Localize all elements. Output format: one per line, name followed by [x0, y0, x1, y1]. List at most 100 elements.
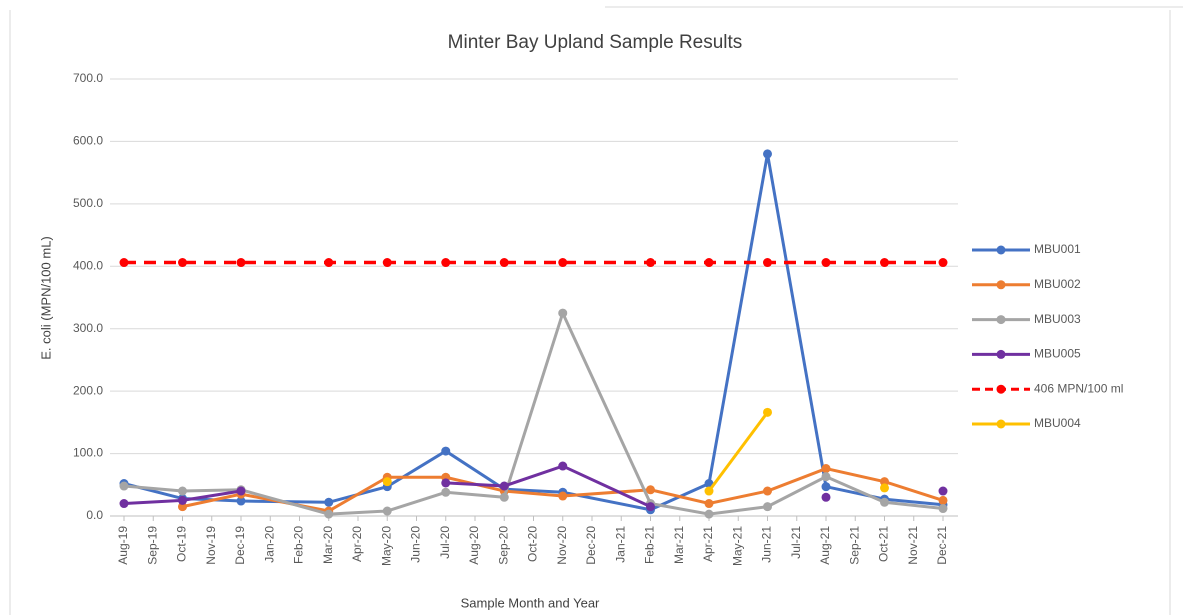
point: [499, 481, 509, 491]
point: [704, 479, 714, 489]
point: [558, 491, 568, 501]
x-tick-label: Jan-21: [613, 526, 627, 563]
point: [704, 486, 714, 496]
point: [178, 502, 187, 512]
point: [382, 258, 392, 268]
point: [763, 407, 772, 417]
point: [236, 486, 246, 496]
x-tick-label: Aug-20: [467, 526, 481, 565]
point: [821, 258, 831, 268]
point: [119, 481, 129, 491]
y-tick-label: 200.0: [73, 383, 103, 397]
x-tick-label: Aug-21: [818, 526, 832, 565]
x-tick-label: Apr-21: [701, 526, 715, 562]
point: [382, 506, 392, 516]
y-tick-label: 100.0: [73, 446, 103, 460]
point: [499, 258, 509, 268]
legend-marker: [996, 245, 1006, 255]
point: [646, 258, 655, 268]
x-tick-label: Jul-20: [438, 526, 452, 559]
point: [880, 483, 889, 493]
point: [763, 486, 772, 496]
point: [119, 499, 129, 509]
point: [558, 461, 568, 471]
series-line: [123, 308, 944, 516]
point: [382, 477, 392, 487]
point: [236, 496, 246, 506]
legend-marker: [996, 419, 1006, 429]
point: [763, 502, 772, 512]
legend-marker: [996, 349, 1006, 359]
x-tick-label: Jun-20: [409, 526, 423, 563]
point: [880, 497, 889, 507]
y-tick-label: 600.0: [73, 134, 103, 148]
x-tick-label: Sep-21: [847, 526, 861, 565]
x-tick-label: Jan-20: [262, 526, 276, 563]
point: [938, 486, 948, 496]
x-axis-title: Sample Month and Year: [461, 595, 600, 610]
point: [236, 258, 246, 268]
x-tick-label: May-20: [379, 526, 393, 566]
point: [324, 497, 334, 507]
x-tick-label: Dec-19: [233, 526, 247, 565]
point: [324, 258, 334, 268]
x-tick-label: Feb-21: [643, 526, 657, 564]
legend-label: MBU005: [1034, 347, 1081, 361]
legend-label: MBU003: [1034, 312, 1081, 326]
legend-label: 406 MPN/100 ml: [1034, 381, 1123, 395]
point: [499, 492, 509, 502]
point: [763, 258, 772, 268]
x-tick-label: Jul-21: [789, 526, 803, 559]
chart-title: Minter Bay Upland Sample Results: [448, 32, 743, 53]
x-tick-label: Oct-19: [175, 526, 189, 562]
point: [880, 477, 889, 487]
point: [704, 499, 714, 509]
point: [441, 478, 451, 488]
legend-marker: [996, 384, 1006, 394]
x-tick-label: Mar-21: [672, 526, 686, 564]
point: [821, 472, 831, 482]
x-tick-label: Oct-21: [877, 526, 891, 562]
x-tick-label: Oct-20: [526, 526, 540, 562]
x-tick-label: Dec-20: [584, 526, 598, 565]
x-tick-label: Apr-20: [350, 526, 364, 562]
point: [821, 482, 831, 492]
point: [441, 446, 451, 456]
x-tick-label: Sep-20: [496, 526, 510, 565]
legend-marker: [996, 280, 1006, 290]
point: [558, 258, 568, 268]
point: [441, 258, 451, 268]
x-tick-label: Mar-20: [321, 526, 335, 564]
x-tick-label: May-21: [730, 526, 744, 566]
legend-label: MBU004: [1034, 416, 1081, 430]
legend-label: MBU001: [1034, 242, 1081, 256]
point: [938, 504, 948, 514]
y-tick-label: 300.0: [73, 321, 103, 335]
series-line: [123, 153, 944, 512]
x-tick-label: Jun-21: [760, 526, 774, 563]
point: [821, 492, 831, 502]
legend-marker: [996, 315, 1006, 325]
point: [763, 149, 772, 159]
x-tick-label: Aug-19: [116, 526, 130, 565]
y-tick-label: 500.0: [73, 196, 103, 210]
y-tick-label: 700.0: [73, 71, 103, 85]
point: [178, 258, 187, 268]
point: [178, 495, 187, 505]
point: [646, 502, 655, 512]
point: [704, 509, 714, 519]
y-axis-title: E. coli (MPN/100 mL): [38, 236, 53, 360]
point: [441, 487, 451, 497]
point: [324, 509, 334, 519]
x-tick-label: Dec-21: [935, 526, 949, 565]
point: [938, 495, 948, 505]
y-tick-label: 0.0: [86, 508, 103, 522]
point: [704, 258, 714, 268]
x-tick-label: Nov-19: [204, 526, 218, 565]
point: [119, 258, 129, 268]
legend-label: MBU002: [1034, 277, 1081, 291]
point: [646, 485, 655, 495]
x-tick-label: Nov-20: [555, 526, 569, 565]
